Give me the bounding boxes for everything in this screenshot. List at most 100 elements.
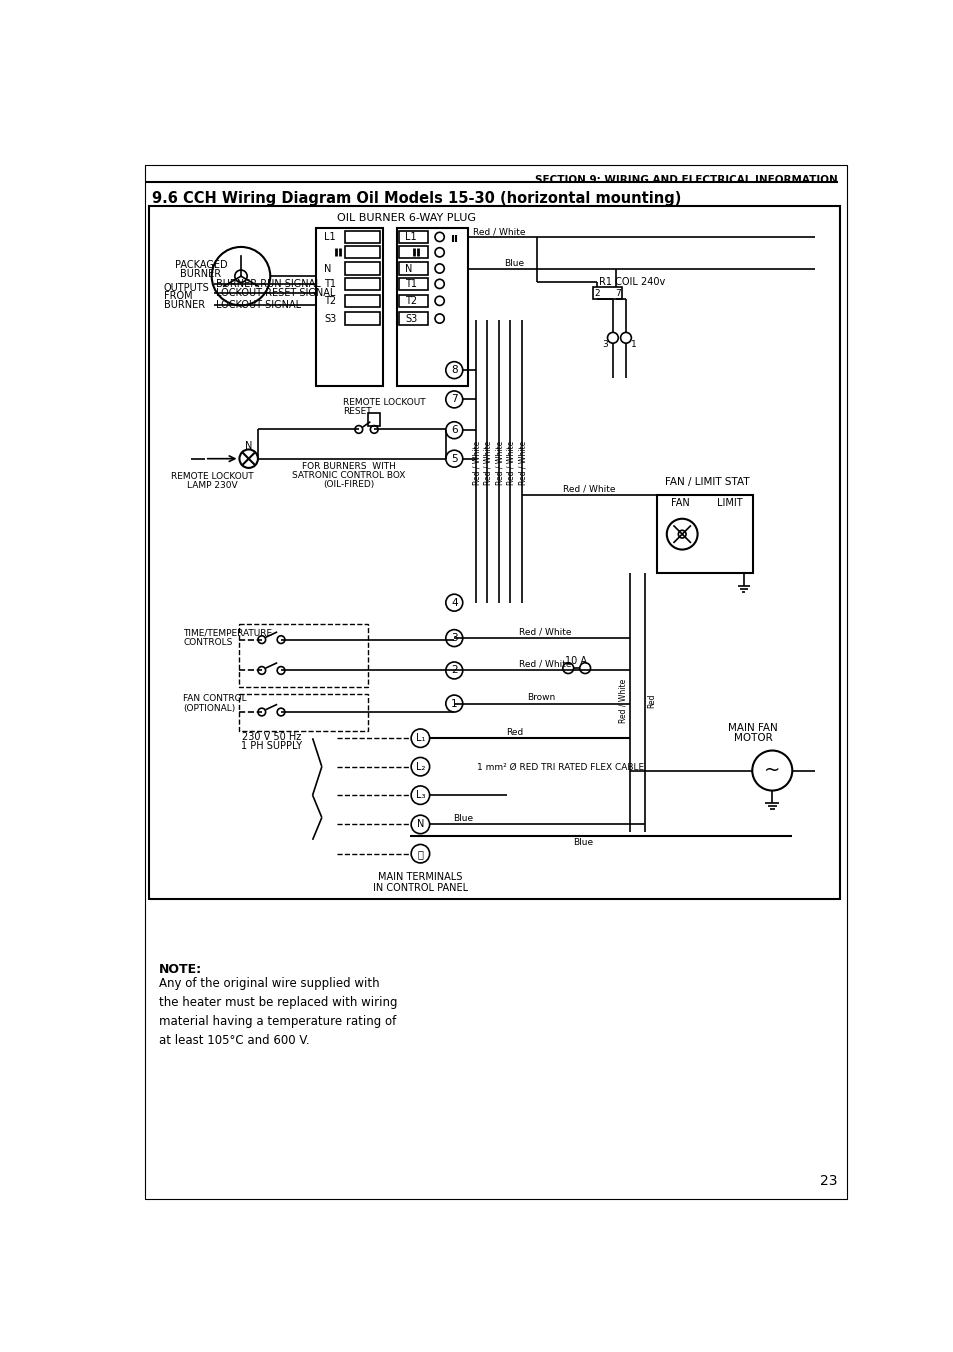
- Text: (OPTIONAL): (OPTIONAL): [183, 703, 235, 713]
- Text: L1: L1: [405, 233, 416, 242]
- Text: FAN / LIMIT STAT: FAN / LIMIT STAT: [664, 477, 748, 487]
- Circle shape: [277, 708, 285, 715]
- Circle shape: [435, 280, 444, 288]
- Text: LOCKOUT RESET SIGNAL: LOCKOUT RESET SIGNAL: [215, 288, 335, 299]
- Text: 3: 3: [451, 633, 457, 644]
- Text: Red / White: Red / White: [495, 441, 504, 484]
- Text: Blue: Blue: [573, 838, 593, 846]
- Circle shape: [234, 270, 247, 283]
- Text: 6: 6: [451, 425, 457, 435]
- Text: N: N: [324, 264, 332, 273]
- Text: Red / White: Red / White: [472, 441, 480, 484]
- Circle shape: [411, 757, 429, 776]
- Bar: [398, 231, 428, 243]
- Text: Red / White: Red / White: [618, 679, 627, 723]
- Text: PACKAGED: PACKAGED: [174, 260, 227, 269]
- Text: SECTION 9: WIRING AND ELECTRICAL INFORMATION: SECTION 9: WIRING AND ELECTRICAL INFORMA…: [535, 174, 837, 185]
- Text: L₂: L₂: [416, 761, 425, 772]
- Text: 3: 3: [601, 341, 607, 349]
- Circle shape: [411, 845, 429, 863]
- Text: Brown: Brown: [527, 692, 555, 702]
- Text: REMOTE LOCKOUT: REMOTE LOCKOUT: [343, 397, 426, 407]
- Text: T2: T2: [324, 296, 335, 306]
- Bar: [345, 277, 380, 291]
- Text: RESET: RESET: [343, 407, 372, 416]
- Text: (OIL-FIRED): (OIL-FIRED): [323, 480, 374, 489]
- Bar: [238, 625, 368, 687]
- Bar: [149, 206, 840, 899]
- Text: Red / White: Red / White: [518, 627, 571, 637]
- Text: Red / White: Red / White: [506, 441, 516, 484]
- Circle shape: [445, 362, 462, 379]
- Text: ⏚: ⏚: [417, 849, 423, 859]
- Circle shape: [620, 333, 631, 343]
- Circle shape: [411, 786, 429, 804]
- Text: FAN CONTROL: FAN CONTROL: [183, 695, 247, 703]
- Text: CONTROLS: CONTROLS: [183, 638, 233, 648]
- Bar: [345, 231, 380, 243]
- Text: FROM: FROM: [164, 291, 193, 301]
- Circle shape: [257, 708, 265, 715]
- Text: T1: T1: [324, 279, 335, 289]
- Circle shape: [445, 695, 462, 713]
- Text: S3: S3: [324, 314, 336, 323]
- Text: LOCKOUT SIGNAL: LOCKOUT SIGNAL: [215, 300, 300, 310]
- Circle shape: [445, 391, 462, 408]
- Text: L₃: L₃: [416, 790, 425, 800]
- Text: LIMIT: LIMIT: [717, 499, 742, 508]
- Text: S3: S3: [405, 314, 416, 323]
- Text: 23: 23: [820, 1174, 837, 1188]
- Circle shape: [212, 247, 270, 306]
- Text: 5: 5: [451, 454, 457, 464]
- Circle shape: [370, 426, 377, 433]
- Circle shape: [277, 635, 285, 644]
- Bar: [315, 227, 383, 385]
- Text: 1 PH SUPPLY: 1 PH SUPPLY: [241, 741, 302, 750]
- Text: 1 mm² Ø RED TRI RATED FLEX CABLE: 1 mm² Ø RED TRI RATED FLEX CABLE: [476, 763, 643, 772]
- Text: MAIN TERMINALS: MAIN TERMINALS: [377, 872, 462, 882]
- Bar: [396, 227, 468, 385]
- Bar: [368, 414, 380, 426]
- Text: L₁: L₁: [416, 733, 425, 744]
- Bar: [398, 312, 428, 324]
- Bar: [398, 295, 428, 307]
- Text: REMOTE LOCKOUT: REMOTE LOCKOUT: [171, 472, 253, 481]
- Text: 7: 7: [615, 288, 620, 297]
- Text: N: N: [405, 264, 412, 273]
- Circle shape: [579, 662, 590, 673]
- Circle shape: [562, 662, 573, 673]
- Text: T2: T2: [405, 296, 416, 306]
- Text: Red / White: Red / White: [518, 658, 571, 668]
- Bar: [398, 277, 428, 291]
- Text: MAIN FAN: MAIN FAN: [727, 723, 777, 733]
- Text: 2: 2: [451, 665, 457, 676]
- Text: 8: 8: [451, 365, 457, 375]
- Text: FAN: FAN: [671, 499, 689, 508]
- Circle shape: [678, 530, 685, 538]
- Bar: [345, 312, 380, 324]
- Text: N: N: [416, 819, 424, 829]
- Bar: [398, 262, 428, 274]
- Text: SATRONIC CONTROL BOX: SATRONIC CONTROL BOX: [292, 470, 405, 480]
- Text: TIME/TEMPERATURE: TIME/TEMPERATURE: [183, 629, 272, 638]
- Circle shape: [666, 519, 697, 549]
- Circle shape: [435, 264, 444, 273]
- Text: OUTPUTS: OUTPUTS: [164, 283, 210, 293]
- Text: OIL BURNER 6-WAY PLUG: OIL BURNER 6-WAY PLUG: [336, 214, 476, 223]
- Circle shape: [277, 667, 285, 675]
- Text: Red / White: Red / White: [483, 441, 492, 484]
- Text: Red / White: Red / White: [472, 227, 525, 237]
- Text: L1: L1: [324, 233, 335, 242]
- Text: 230 V 50 Hz: 230 V 50 Hz: [242, 731, 301, 742]
- Bar: [238, 694, 368, 730]
- Text: 10 A: 10 A: [564, 656, 586, 667]
- Text: MOTOR: MOTOR: [733, 733, 772, 744]
- Text: 7: 7: [451, 395, 457, 404]
- Circle shape: [257, 667, 265, 675]
- Circle shape: [435, 314, 444, 323]
- Text: Red: Red: [505, 727, 522, 737]
- Text: Red / White: Red / White: [517, 441, 527, 484]
- Text: T1: T1: [405, 279, 416, 289]
- Circle shape: [445, 595, 462, 611]
- Circle shape: [411, 729, 429, 748]
